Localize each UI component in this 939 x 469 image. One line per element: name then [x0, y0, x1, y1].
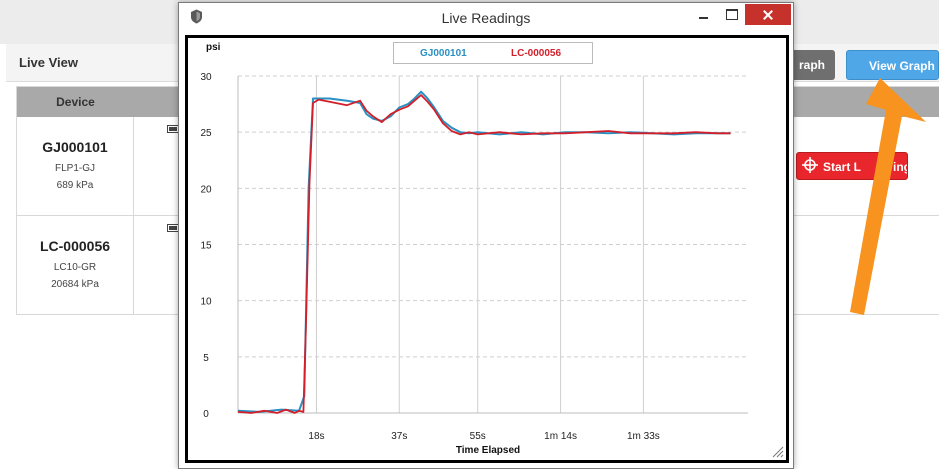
- device-model: FLP1-GJ: [54, 163, 95, 174]
- orange-arrow-icon: [850, 78, 926, 315]
- y-tick-label: 0: [203, 409, 209, 420]
- start-logging-label-tail: ing: [893, 160, 907, 174]
- device-id: LC-000056: [39, 238, 111, 254]
- chart-frame: 0 5 10 15 20 25 30 18s 37s 55s 1m 14s 1m 33s psi Time…: [185, 35, 789, 463]
- y-tick-label: 20: [200, 184, 212, 195]
- y-tick-label: 10: [200, 297, 212, 308]
- series-line-2: [237, 94, 731, 414]
- device-cell: LC-000056 LC10-GR 20684 kPa: [17, 216, 134, 315]
- device-pressure: 20684 kPa: [51, 279, 99, 290]
- minimize-button[interactable]: [689, 4, 717, 25]
- window-title: Live Readings: [441, 10, 531, 26]
- device-column-header: Device: [56, 95, 95, 109]
- resize-grip-icon[interactable]: [770, 444, 784, 458]
- x-tick-label: 37s: [391, 431, 407, 442]
- crosshair-icon: [802, 157, 818, 173]
- series-line-1: [237, 90, 731, 413]
- device-pressure: 689 kPa: [56, 180, 94, 191]
- device-cell: GJ000101 FLP1-GJ 689 kPa: [17, 117, 134, 216]
- close-button[interactable]: [745, 4, 791, 25]
- app-shield-icon: [191, 9, 202, 24]
- x-tick-label: 18s: [308, 431, 324, 442]
- y-tick-label: 5: [203, 353, 209, 364]
- live-readings-window: Live Readings 0 5 10 15 20 25 30 18s 37s 55s 1m 14…: [178, 2, 794, 469]
- legend-series-1: GJ000101: [420, 48, 467, 59]
- y-tick-label: 30: [200, 72, 212, 83]
- start-logging-label: Start L: [823, 160, 862, 174]
- chart-legend: GJ000101 LC-000056: [393, 42, 593, 64]
- window-titlebar[interactable]: Live Readings: [179, 3, 793, 31]
- y-axis-label: psi: [206, 42, 221, 53]
- x-tick-label: 1m 14s: [544, 431, 577, 442]
- y-tick-label: 15: [200, 241, 212, 252]
- x-tick-label: 1m 33s: [627, 431, 660, 442]
- maximize-button[interactable]: [717, 4, 745, 25]
- panel-title: Live View: [19, 55, 79, 70]
- x-tick-label: 55s: [470, 431, 486, 442]
- device-id: GJ000101: [42, 139, 108, 155]
- x-axis-label: Time Elapsed: [456, 445, 520, 456]
- view-graph-button[interactable]: View Graph: [846, 50, 939, 80]
- y-tick-label: 25: [200, 128, 212, 139]
- live-readings-chart: 0 5 10 15 20 25 30 18s 37s 55s 1m 14s 1m 33s psi Time…: [200, 42, 748, 456]
- device-model: LC10-GR: [53, 262, 97, 273]
- legend-series-2: LC-000056: [511, 48, 562, 59]
